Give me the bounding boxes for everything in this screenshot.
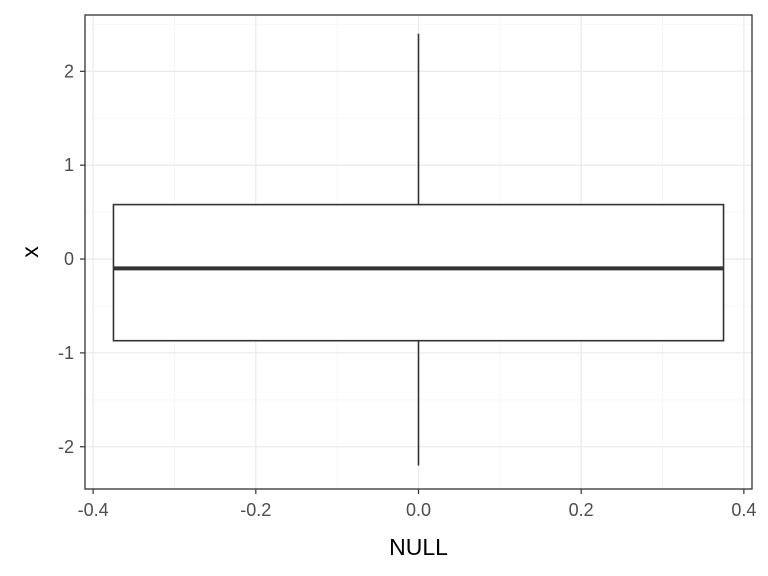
x-tick-label: 0.4: [731, 500, 756, 520]
x-axis-ticks: -0.4 -0.2 0.0 0.2 0.4: [78, 489, 756, 520]
x-tick-label: 0.2: [569, 500, 594, 520]
interquartile-box: [112, 203, 725, 342]
y-tick-label: -2: [58, 437, 74, 457]
y-tick-label: 1: [64, 155, 74, 175]
y-tick-label: 0: [64, 249, 74, 269]
y-tick-label: 2: [64, 61, 74, 81]
x-tick-label: 0.0: [406, 500, 431, 520]
x-tick-label: -0.2: [240, 500, 271, 520]
y-axis-title: x: [17, 246, 43, 258]
y-tick-label: -1: [58, 343, 74, 363]
boxplot: [112, 33, 725, 466]
x-axis-title: NULL: [389, 534, 448, 560]
y-axis-ticks: -2 -1 0 1 2: [58, 61, 85, 457]
x-tick-label: -0.4: [78, 500, 109, 520]
